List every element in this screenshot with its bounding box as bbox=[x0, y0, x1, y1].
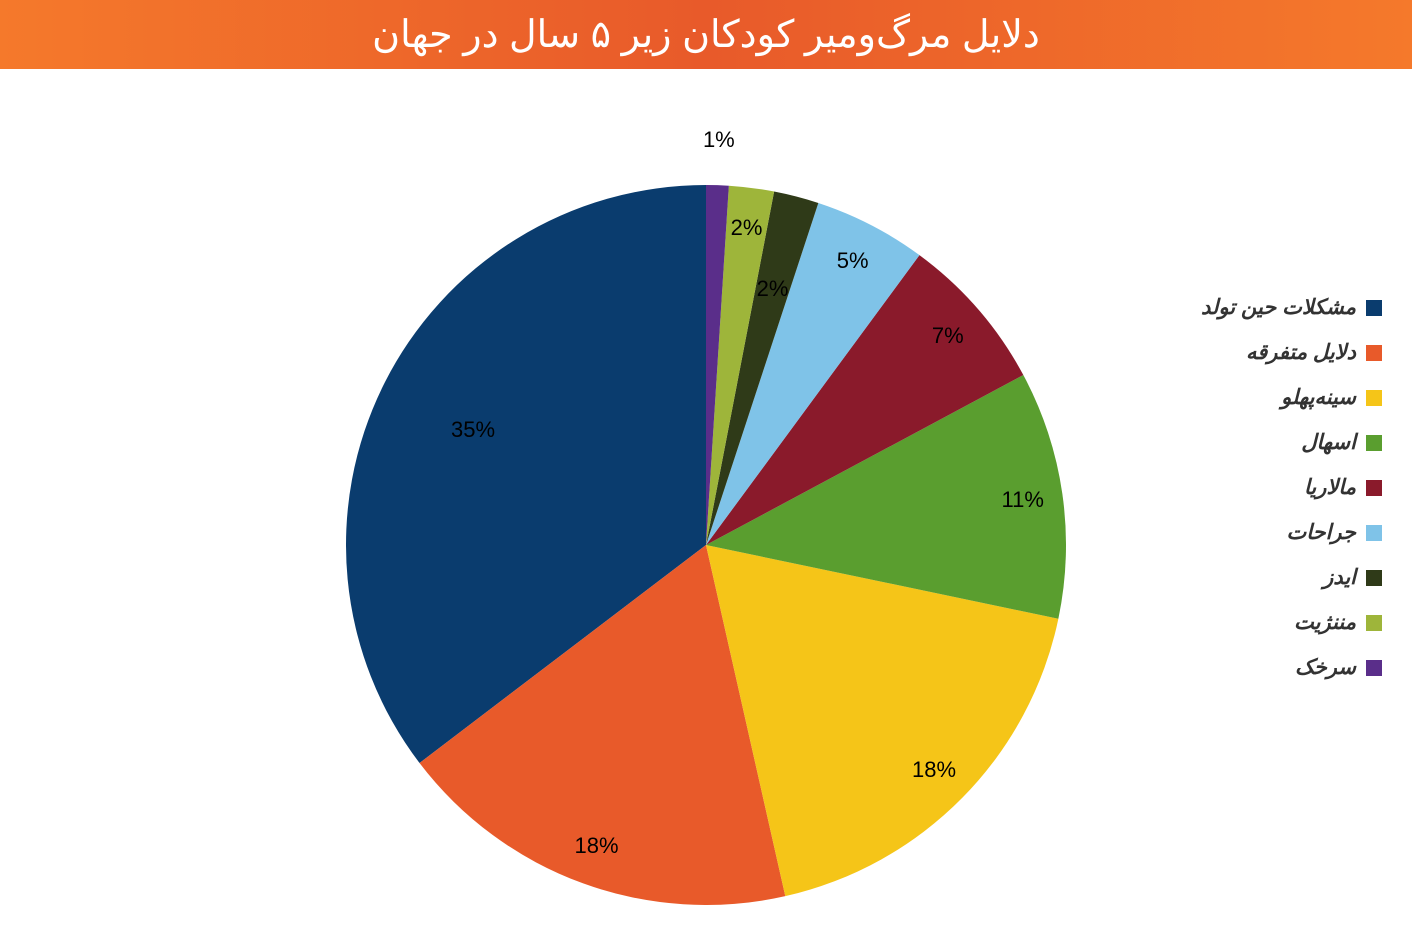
legend-label: جراحات bbox=[1286, 520, 1356, 545]
legend-item: اسهال bbox=[1201, 430, 1382, 455]
legend-label: مشکلات حین تولد bbox=[1201, 295, 1356, 320]
legend-swatch bbox=[1366, 390, 1382, 406]
slice-percent-label: 2% bbox=[731, 215, 763, 241]
slice-percent-label: 11% bbox=[1002, 487, 1044, 513]
slice-percent-label: 5% bbox=[837, 248, 869, 274]
legend-swatch bbox=[1366, 435, 1382, 451]
legend-label: مننژیت bbox=[1294, 610, 1356, 635]
pie-chart: 35%18%18%11%7%5%2%2%1% bbox=[346, 185, 1066, 905]
legend-item: مشکلات حین تولد bbox=[1201, 295, 1382, 320]
legend-item: مننژیت bbox=[1201, 610, 1382, 635]
legend-item: سرخک bbox=[1201, 655, 1382, 680]
legend-swatch bbox=[1366, 345, 1382, 361]
legend-item: ایدز bbox=[1201, 565, 1382, 590]
legend: مشکلات حین تولد دلایل متفرقه سینه‌پهلو اسها… bbox=[1201, 295, 1382, 700]
legend-item: دلایل متفرقه bbox=[1201, 340, 1382, 365]
legend-swatch bbox=[1366, 660, 1382, 676]
legend-label: مالاریا bbox=[1304, 475, 1356, 500]
chart-area: 35% 18% 18% 11% 7% 5% 2% 2% 1% مشکلات حین تولد دل… bbox=[0, 75, 1412, 930]
slice-percent-label: 2% bbox=[757, 276, 789, 302]
legend-item: مالاریا bbox=[1201, 475, 1382, 500]
legend-label: ایدز bbox=[1323, 565, 1356, 590]
legend-swatch bbox=[1366, 570, 1382, 586]
legend-label: سینه‌پهلو bbox=[1281, 385, 1356, 410]
legend-swatch bbox=[1366, 615, 1382, 631]
slice-percent-label: 18% bbox=[575, 833, 619, 859]
legend-label: اسهال bbox=[1301, 430, 1356, 455]
legend-label: دلایل متفرقه bbox=[1246, 340, 1356, 365]
legend-label: سرخک bbox=[1295, 655, 1356, 680]
legend-swatch bbox=[1366, 525, 1382, 541]
legend-swatch bbox=[1366, 480, 1382, 496]
slice-percent-label: 7% bbox=[932, 323, 964, 349]
slice-percent-label: 1% bbox=[703, 127, 735, 153]
slice-percent-label: 35% bbox=[451, 417, 495, 443]
legend-item: سینه‌پهلو bbox=[1201, 385, 1382, 410]
chart-title: دلایل مرگ‌ومیر کودکان زیر ۵ سال در جهان bbox=[372, 14, 1040, 56]
legend-swatch bbox=[1366, 300, 1382, 316]
slice-percent-label: 18% bbox=[912, 757, 956, 783]
chart-title-banner: دلایل مرگ‌ومیر کودکان زیر ۵ سال در جهان bbox=[0, 0, 1412, 69]
legend-item: جراحات bbox=[1201, 520, 1382, 545]
